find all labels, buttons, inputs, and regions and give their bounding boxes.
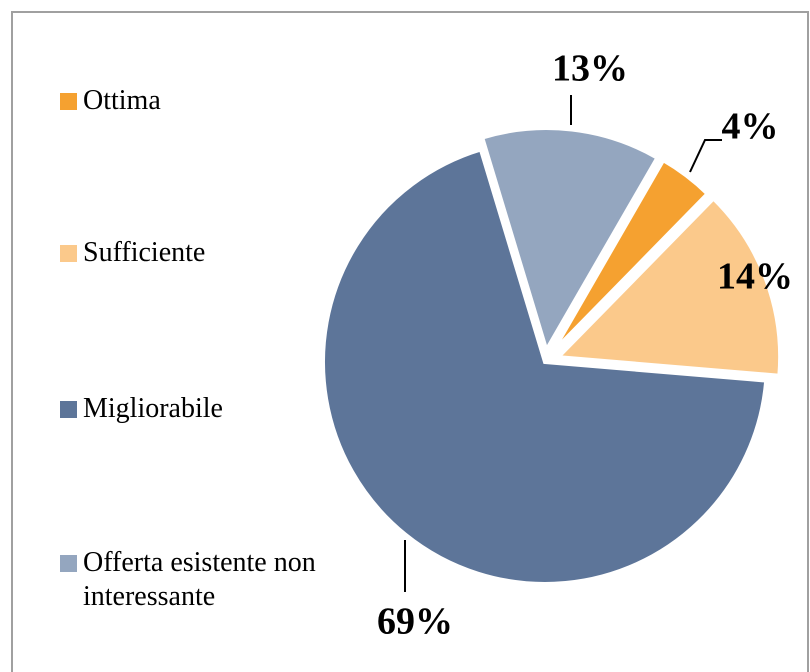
pie-slice (553, 195, 783, 378)
legend-swatch (60, 555, 77, 572)
legend-label: Offerta esistente non interessante (83, 547, 316, 612)
data-label: 13% (552, 48, 628, 90)
pie-slice (479, 126, 661, 356)
legend-swatch (60, 401, 77, 418)
data-label: 14% (717, 256, 793, 298)
legend-label: Sufficiente (83, 237, 206, 268)
legend-label: Migliorabile (83, 393, 223, 424)
legend-item: Migliorabile (60, 392, 320, 426)
leader-line (689, 139, 722, 173)
legend-swatch (60, 93, 77, 110)
data-label: 4% (722, 106, 779, 148)
data-label: 69% (377, 601, 453, 643)
legend-item: Offerta esistente non interessante (60, 546, 320, 614)
legend-item: Sufficiente (60, 236, 320, 270)
chart-border (11, 11, 809, 672)
pie-slice (321, 146, 769, 586)
legend-item: Ottima (60, 84, 320, 118)
pie-slice (550, 157, 711, 354)
legend-label: Ottima (83, 85, 161, 116)
legend-swatch (60, 245, 77, 262)
